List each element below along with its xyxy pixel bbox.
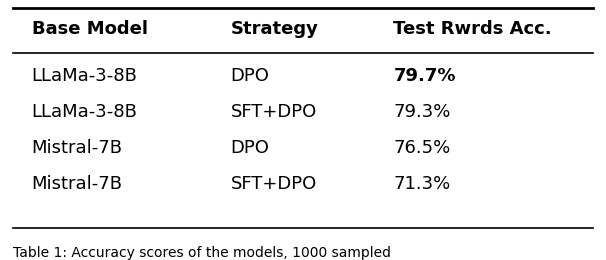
Text: 79.7%: 79.7% bbox=[393, 67, 456, 85]
Text: Base Model: Base Model bbox=[32, 20, 147, 38]
Text: 71.3%: 71.3% bbox=[393, 176, 451, 193]
Text: Strategy: Strategy bbox=[231, 20, 319, 38]
Text: DPO: DPO bbox=[231, 67, 270, 85]
Text: 76.5%: 76.5% bbox=[393, 139, 451, 157]
Text: Mistral-7B: Mistral-7B bbox=[32, 176, 122, 193]
Text: 79.3%: 79.3% bbox=[393, 103, 451, 121]
Text: SFT+DPO: SFT+DPO bbox=[231, 103, 317, 121]
Text: Mistral-7B: Mistral-7B bbox=[32, 139, 122, 157]
Text: Table 1: Accuracy scores of the models, 1000 sampled: Table 1: Accuracy scores of the models, … bbox=[13, 246, 391, 260]
Text: LLaMa-3-8B: LLaMa-3-8B bbox=[32, 103, 138, 121]
Text: DPO: DPO bbox=[231, 139, 270, 157]
Text: LLaMa-3-8B: LLaMa-3-8B bbox=[32, 67, 138, 85]
Text: Test Rwrds Acc.: Test Rwrds Acc. bbox=[393, 20, 552, 38]
Text: SFT+DPO: SFT+DPO bbox=[231, 176, 317, 193]
